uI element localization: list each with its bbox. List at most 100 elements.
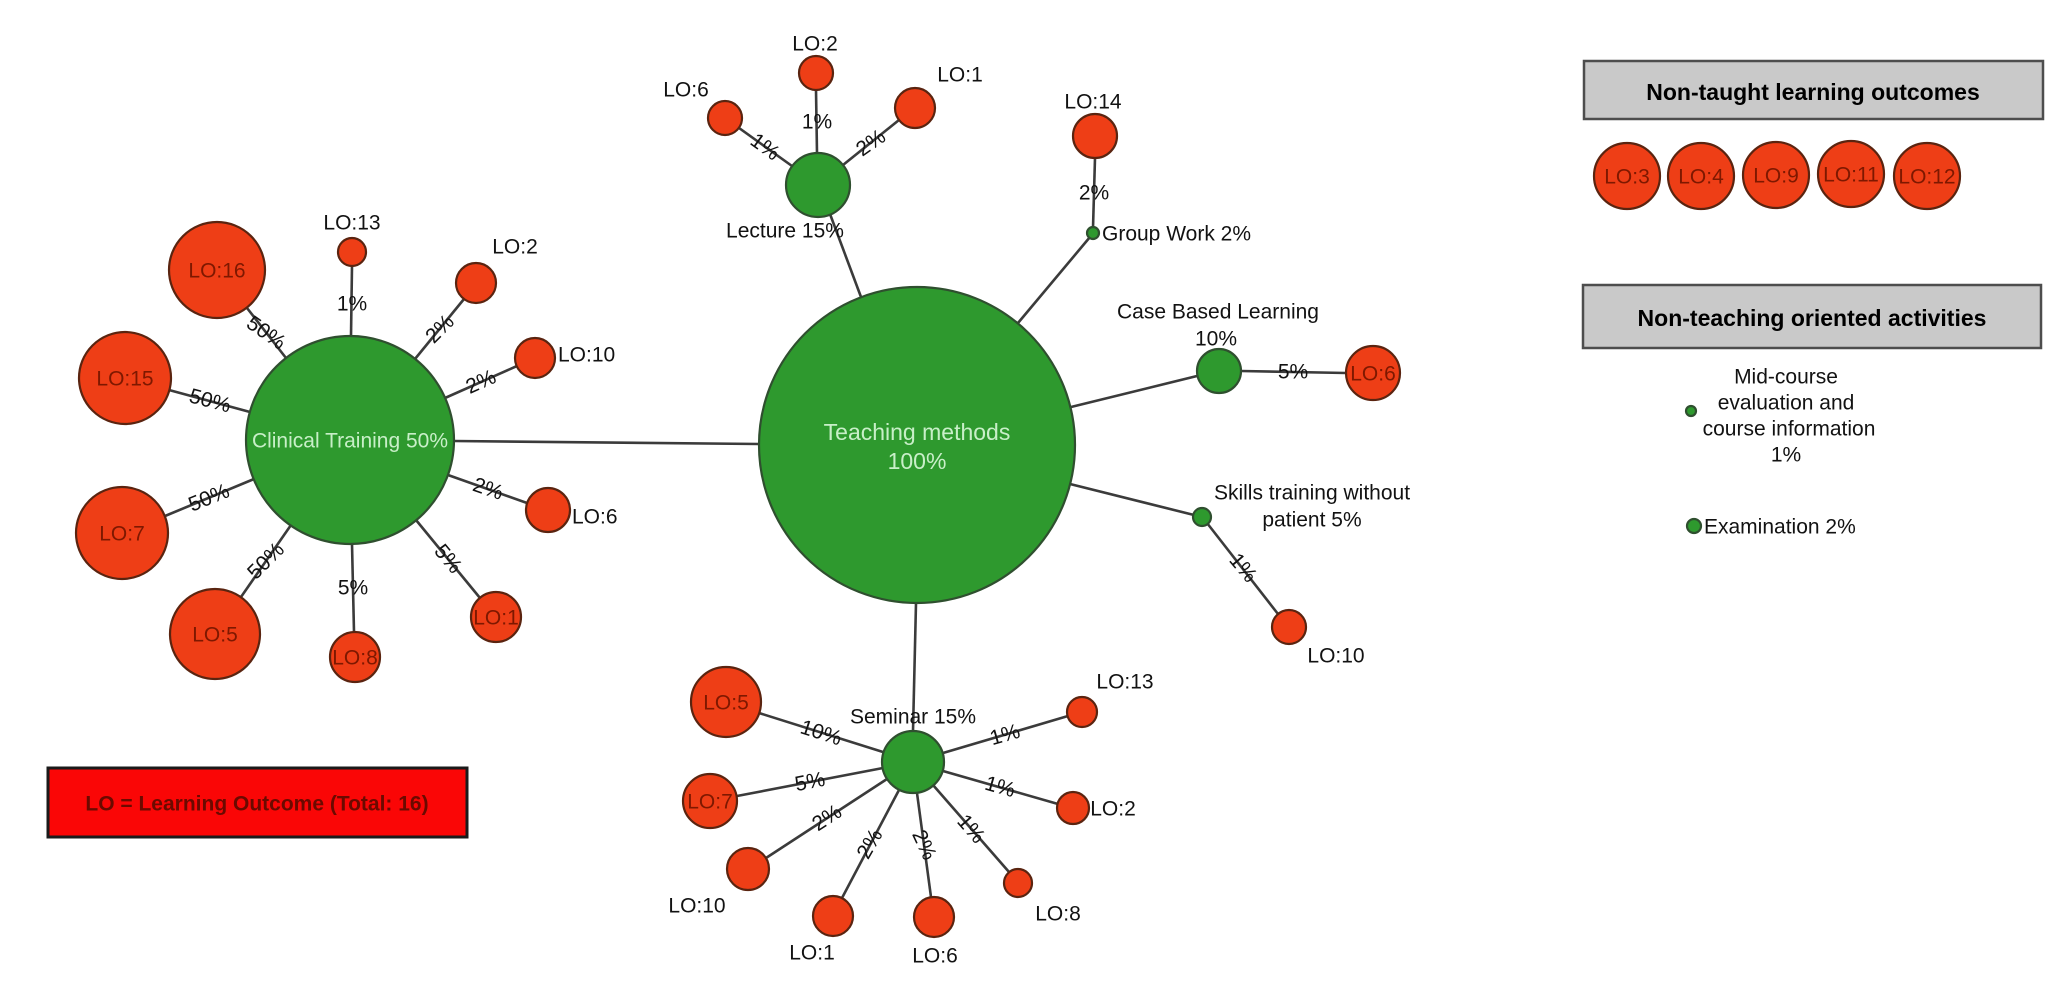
label-clinical-lo1: LO:1 — [473, 607, 519, 630]
label-clinical-lo16: LO:16 — [188, 260, 245, 283]
node-lecture-lo2 — [797, 54, 835, 92]
legend-lo12-node — [1892, 141, 1962, 211]
pct-clinical-lo15: 50% — [187, 384, 234, 417]
edge-clinical-lo8 — [350, 543, 356, 633]
node-clinical-lo15 — [77, 330, 173, 426]
label-seminar-lo2: LO:2 — [1090, 798, 1136, 821]
pct-seminar-lo2: 1% — [982, 772, 1018, 802]
node-teaching-methods-label-line1: Teaching methods — [824, 419, 1011, 445]
node-lecture-lo6 — [706, 99, 744, 137]
cluster-skills-training: Skills training without patient 5% LO:10… — [1191, 482, 1410, 668]
pct-lecture-lo6: 1% — [746, 129, 784, 165]
legend-midcourse-line2: evaluation and — [1718, 392, 1855, 415]
edge-seminar-lo1 — [840, 789, 901, 899]
main-edges — [453, 213, 1198, 732]
node-clinical-lo16 — [167, 220, 267, 320]
label-clinical-lo15: LO:15 — [96, 368, 153, 391]
label-clinical-lo2: LO:2 — [492, 236, 538, 259]
legend-examination-label: Examination 2% — [1704, 516, 1856, 539]
pct-clinical-lo6: 2% — [470, 473, 506, 505]
edge-clinical-lo2 — [413, 298, 466, 360]
node-skills-label-line2: patient 5% — [1262, 509, 1361, 532]
edge-seminar-lo2 — [942, 769, 1059, 806]
node-clinical-lo7 — [74, 485, 170, 581]
node-case-based-label-line1: Case Based Learning — [1117, 301, 1319, 324]
legend-midcourse-dot — [1684, 404, 1698, 418]
label-clinical-lo6: LO:6 — [572, 506, 618, 529]
node-seminar-lo1 — [811, 894, 855, 938]
node-group-work-lo14 — [1071, 112, 1119, 160]
node-teaching-methods-label-line2: 100% — [888, 448, 947, 474]
node-case-based-label-line2: 10% — [1195, 328, 1237, 351]
edge-center-lecture — [828, 213, 863, 298]
pct-clinical-lo10: 2% — [462, 365, 499, 398]
legend-midcourse-line3: course information — [1703, 418, 1876, 441]
pct-seminar-lo6: 2% — [907, 826, 941, 863]
legend-non-teaching-title: Non-teaching oriented activities — [1638, 305, 1987, 331]
edge-center-seminar — [911, 602, 918, 732]
pct-group-work-lo14: 2% — [1079, 182, 1109, 205]
label-clinical-lo10: LO:10 — [558, 344, 615, 367]
node-seminar-lo2 — [1055, 790, 1091, 826]
label-group-work-lo14: LO:14 — [1064, 91, 1122, 114]
legend-lo9-label: LO:9 — [1753, 165, 1799, 188]
edge-seminar-lo8 — [932, 784, 1010, 873]
node-clinical-lo1 — [469, 590, 523, 644]
label-seminar-lo7: LO:7 — [687, 791, 733, 814]
node-seminar-lo10 — [725, 846, 771, 892]
label-seminar-lo5: LO:5 — [703, 692, 749, 715]
pct-clinical-lo13: 1% — [337, 293, 367, 316]
node-teaching-methods — [757, 285, 1077, 605]
edge-center-case-based — [1070, 374, 1198, 409]
label-clinical-lo8: LO:8 — [332, 647, 378, 670]
label-clinical-lo13: LO:13 — [323, 212, 380, 235]
node-case-based-lo6 — [1344, 344, 1402, 402]
legend-lo4-node — [1666, 141, 1736, 211]
legend-lo3-node — [1592, 141, 1662, 211]
node-clinical-lo13 — [336, 236, 368, 268]
edge-center-skills — [1069, 482, 1195, 517]
label-clinical-lo7: LO:7 — [99, 523, 145, 546]
node-clinical-training — [244, 334, 456, 546]
note-box — [46, 766, 469, 839]
node-case-based-learning — [1195, 347, 1243, 395]
edge-seminar-lo10 — [765, 777, 888, 860]
label-seminar-lo10: LO:10 — [668, 895, 725, 918]
pct-seminar-lo5: 10% — [797, 716, 844, 751]
label-seminar-lo1: LO:1 — [789, 942, 835, 965]
node-seminar-lo8 — [1002, 867, 1034, 899]
cluster-lecture: Lecture 15% LO:6 LO:2 LO:1 1% 1% 2% — [663, 33, 983, 243]
pct-skills-lo10: 1% — [1224, 549, 1261, 587]
edge-lecture-lo1 — [842, 118, 900, 167]
legend-examination-dot — [1685, 517, 1703, 535]
edge-group-work-lo14 — [1091, 157, 1097, 229]
label-seminar-lo6: LO:6 — [912, 945, 958, 968]
label-seminar-lo13: LO:13 — [1096, 671, 1153, 694]
label-lecture-lo6: LO:6 — [663, 79, 709, 102]
legend-lo12-label: LO:12 — [1898, 166, 1955, 189]
edge-center-group-work — [1017, 236, 1091, 324]
node-clinical-lo8 — [328, 630, 382, 684]
edge-clinical-lo7 — [164, 477, 255, 518]
edge-clinical-lo10 — [444, 364, 518, 400]
label-seminar-lo8: LO:8 — [1035, 903, 1081, 926]
pct-seminar-lo1: 2% — [852, 825, 887, 863]
legend-non-teaching-header-box — [1581, 283, 2043, 350]
node-clinical-lo10 — [513, 336, 557, 380]
edge-seminar-lo5 — [758, 711, 884, 754]
legend-non-taught: Non-taught learning outcomes LO:3 LO:4 L… — [1582, 59, 2045, 211]
legend-midcourse-line4: 1% — [1771, 444, 1801, 467]
edge-seminar-lo6 — [915, 792, 933, 898]
pct-clinical-lo1: 5% — [429, 540, 466, 578]
pct-clinical-lo2: 2% — [421, 310, 459, 348]
node-skills-training — [1191, 506, 1213, 528]
node-lecture-label: Lecture 15% — [726, 220, 844, 243]
edge-lecture-lo6 — [738, 126, 793, 168]
node-lecture — [784, 151, 852, 219]
edge-lecture-lo2 — [814, 89, 819, 154]
legend-midcourse-line1: Mid-course — [1734, 366, 1838, 389]
pct-seminar-lo13: 1% — [987, 720, 1023, 750]
edge-clinical-lo1 — [414, 519, 482, 599]
node-clinical-training-label: Clinical Training 50% — [252, 430, 448, 453]
